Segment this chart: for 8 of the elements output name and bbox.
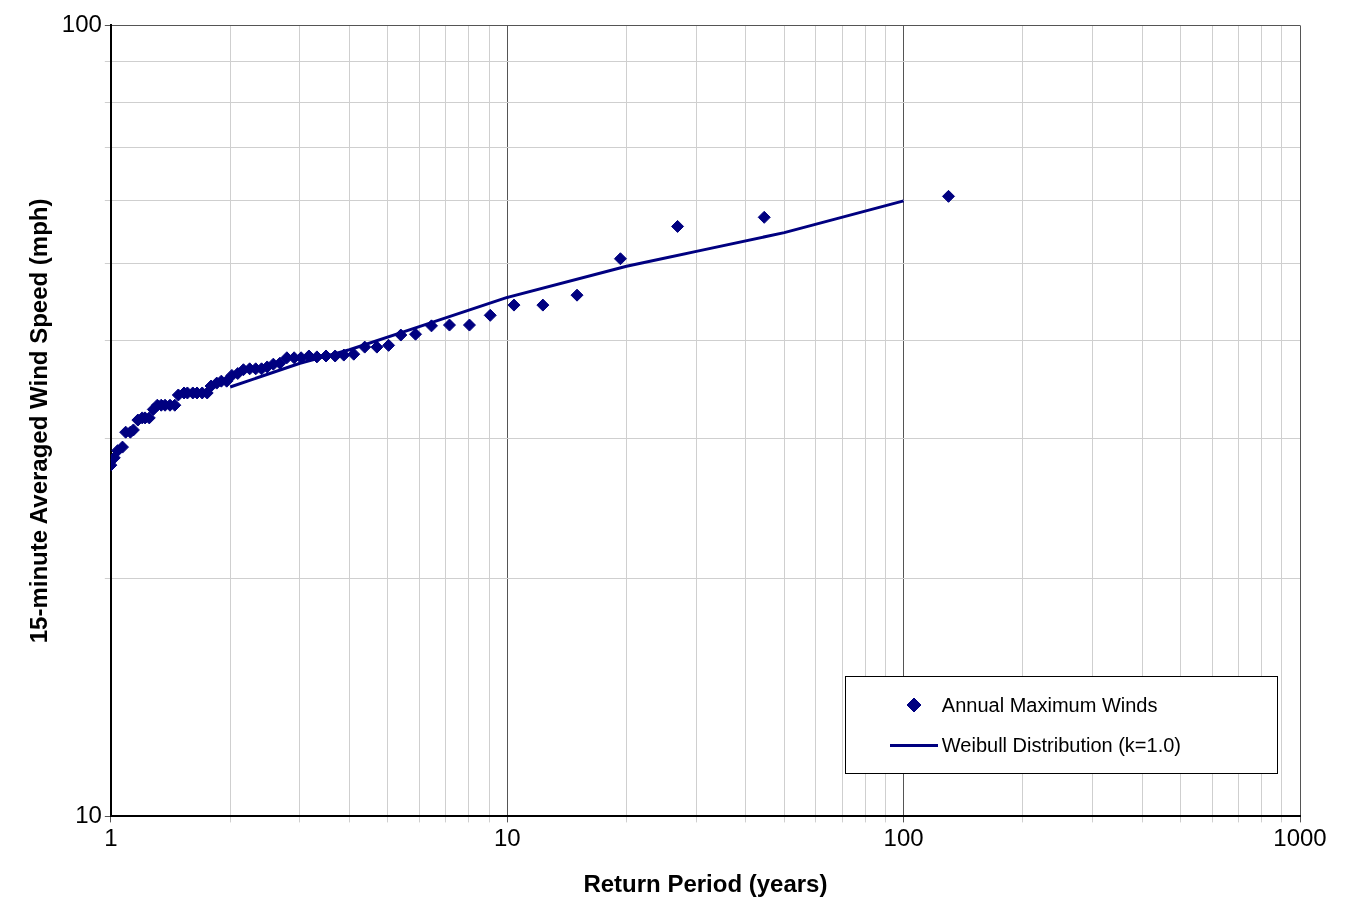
- y-axis-title: 15-minute Averaged Wind Speed (mph): [25, 198, 53, 644]
- x-tick-label: 1: [104, 824, 118, 852]
- x-axis-title: Return Period (years): [583, 870, 828, 898]
- legend-label: Annual Maximum Winds: [941, 693, 1158, 717]
- legend-label: Weibull Distribution (k=1.0): [941, 733, 1181, 757]
- x-tick-label: 10: [493, 824, 521, 852]
- x-tick-label: 100: [883, 824, 924, 852]
- x-tick-label: 1000: [1273, 824, 1327, 852]
